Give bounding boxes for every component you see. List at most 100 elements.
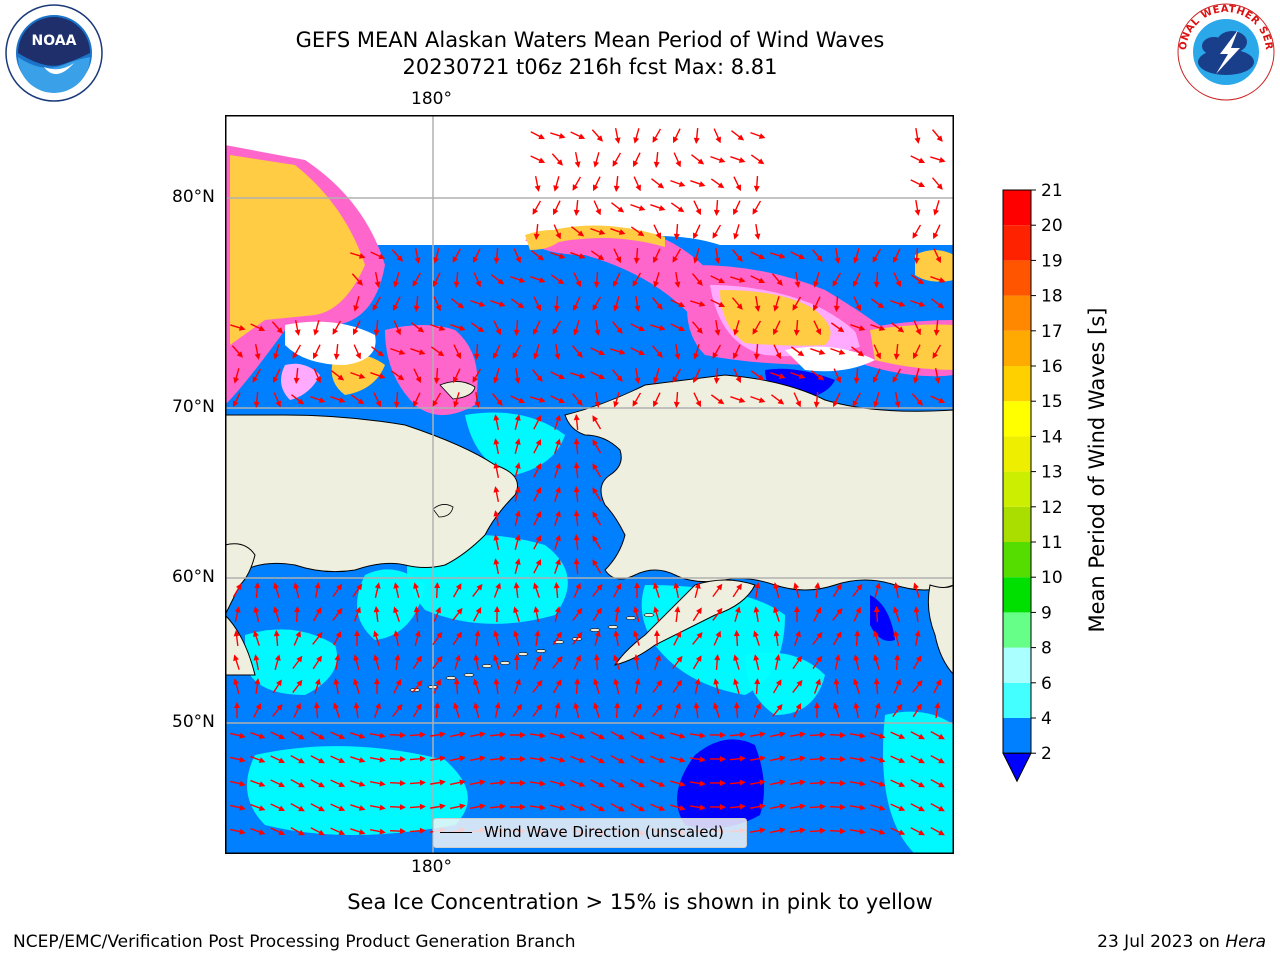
wind-wave-arrow <box>489 779 506 786</box>
wind-wave-arrow <box>550 732 566 739</box>
arrow-head <box>373 654 380 661</box>
arrow-head <box>696 631 703 639</box>
wind-wave-arrow <box>593 271 600 288</box>
wind-wave-arrow <box>570 779 586 787</box>
wind-wave-arrow <box>753 606 760 623</box>
aleutian-island <box>625 616 637 620</box>
arrow-head <box>878 325 886 331</box>
wind-wave-arrow <box>753 343 760 360</box>
wind-wave-arrow <box>833 368 841 384</box>
wind-wave-arrow <box>653 582 660 598</box>
wind-wave-arrow <box>873 271 880 288</box>
arrow-head <box>773 328 779 336</box>
arrow-head <box>753 630 759 638</box>
wind-wave-arrow <box>709 756 726 763</box>
arrow-head <box>795 400 801 408</box>
arrow-head <box>472 256 479 264</box>
wind-wave-arrow <box>529 732 546 739</box>
arrow-head <box>539 780 546 787</box>
wind-wave-arrow <box>812 631 823 645</box>
arrow-head <box>555 679 562 686</box>
arrow-head <box>535 558 542 566</box>
wind-wave-arrow <box>411 322 425 333</box>
arrow-head <box>859 780 866 787</box>
arrow-head <box>915 328 921 336</box>
arrow-head <box>336 583 343 591</box>
arrow-head <box>574 678 581 685</box>
colorbar-tick-label: 13 <box>1041 463 1063 483</box>
wind-wave-arrow <box>910 274 925 285</box>
noaa-logo: NOAA <box>5 4 103 102</box>
wind-wave-arrow <box>673 223 680 240</box>
arrow-head <box>814 582 821 589</box>
colorbar-band-4 <box>1003 577 1031 613</box>
arrow-head <box>853 377 860 384</box>
colorbar-tick-label: 21 <box>1041 181 1063 201</box>
wind-wave-arrow <box>873 392 880 408</box>
arrow-head <box>813 702 820 709</box>
arrow-head <box>777 398 785 405</box>
arrow-head <box>898 781 906 787</box>
wind-wave-arrow <box>414 630 421 646</box>
arrow-head <box>312 352 319 360</box>
arrow-head <box>695 208 702 216</box>
arrow-head <box>254 353 261 360</box>
arrow-head <box>419 779 426 786</box>
arrow-head <box>493 630 500 637</box>
wind-wave-arrow <box>291 394 305 405</box>
wind-wave-arrow <box>570 731 586 739</box>
arrow-head <box>496 399 503 406</box>
wind-wave-arrow <box>753 175 760 192</box>
arrow-head <box>598 805 606 812</box>
wind-wave-arrow <box>534 630 541 647</box>
arrow-head <box>435 606 441 614</box>
wind-wave-arrow <box>350 828 366 835</box>
wind-wave-arrow <box>633 128 640 144</box>
arrow-head <box>497 278 505 285</box>
wind-wave-arrow <box>890 803 906 811</box>
arrow-head <box>592 559 599 566</box>
wind-wave-arrow <box>449 755 466 762</box>
arrow-head <box>935 678 942 686</box>
colorbar-tick-label: 20 <box>1041 216 1063 236</box>
arrow-head <box>554 606 561 613</box>
arrow-head <box>638 805 646 812</box>
arrow-head <box>815 678 821 686</box>
arrow-head <box>576 399 583 406</box>
wind-wave-arrow <box>733 654 740 670</box>
arrow-head <box>353 702 360 709</box>
arrow-head <box>616 327 623 334</box>
wind-wave-arrow <box>473 343 480 360</box>
arrow-head <box>593 702 599 710</box>
arrow-head <box>853 257 860 264</box>
arrow-head <box>855 304 862 312</box>
wind-wave-arrow <box>552 631 562 646</box>
arrow-head <box>816 655 823 663</box>
wind-wave-arrow <box>373 654 380 670</box>
wind-wave-arrow <box>912 224 922 239</box>
wind-wave-arrow <box>233 368 240 384</box>
wind-wave-arrow <box>670 299 686 308</box>
wind-wave-arrow <box>253 391 260 408</box>
arrow-head <box>859 756 866 763</box>
wind-wave-arrow <box>849 828 866 835</box>
wind-wave-arrow <box>732 583 742 598</box>
wind-wave-arrow <box>749 827 766 834</box>
wind-wave-arrow <box>369 804 386 811</box>
arrow-head <box>596 607 602 615</box>
wind-wave-arrow <box>313 368 321 384</box>
wind-wave-arrow <box>849 804 866 811</box>
arrow-head <box>499 755 506 762</box>
wind-wave-arrow <box>273 392 281 408</box>
wind-wave-arrow <box>750 395 766 403</box>
arrow-head <box>314 582 321 589</box>
wind-wave-arrow <box>690 300 706 307</box>
arrow-head <box>796 679 803 687</box>
wind-wave-arrow <box>912 679 923 693</box>
wind-wave-arrow <box>630 731 646 740</box>
wind-wave-arrow <box>592 463 602 478</box>
arrow-head <box>658 205 666 211</box>
arrow-head <box>393 630 400 637</box>
wind-wave-arrow <box>449 803 466 810</box>
colorbar-tick-label: 16 <box>1041 357 1063 377</box>
